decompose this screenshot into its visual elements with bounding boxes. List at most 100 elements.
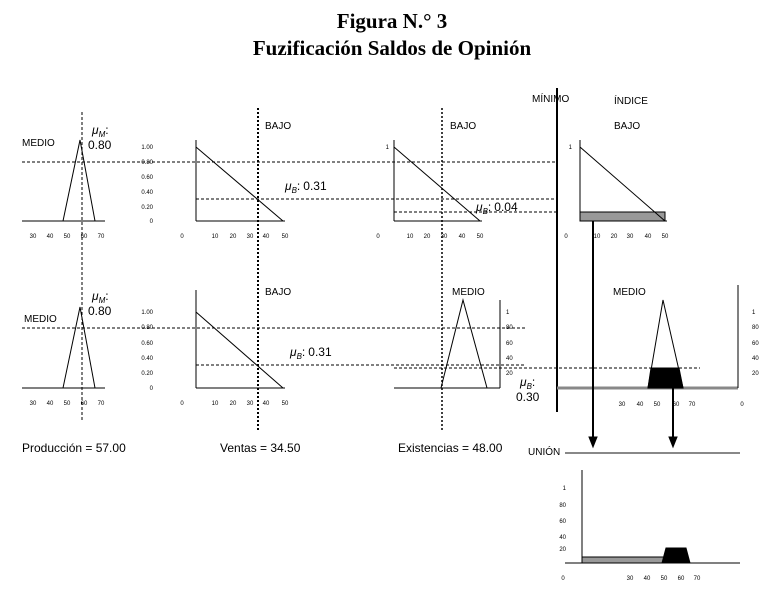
membership-label: μB: 0.04	[475, 200, 518, 216]
set-label: MEDIO	[452, 287, 485, 298]
union-label: UNIÓN	[528, 445, 560, 458]
x-tick-label: 30	[619, 402, 626, 408]
x-tick-label: 30	[247, 234, 254, 240]
y-tick-label: 0.20	[141, 205, 153, 211]
y-tick-label: 1	[386, 145, 390, 151]
set-label: MEDIO	[22, 138, 55, 149]
x-tick-label: 60	[678, 576, 685, 582]
x-tick-label: 0	[740, 402, 744, 408]
mu-symbol: μ	[91, 123, 99, 137]
y-tick-label: 0	[150, 219, 154, 225]
y-tick-label: 1	[752, 310, 756, 316]
mu-value: 0.30	[516, 390, 540, 404]
mu-value: 0.31	[303, 179, 327, 193]
triangle-medio	[62, 139, 96, 222]
set-label: BAJO	[265, 287, 291, 298]
input-value: Ventas = 34.50	[220, 441, 301, 455]
set-label: BAJO	[450, 121, 476, 132]
mu-value: 0.80	[88, 138, 112, 152]
x-tick-label: 20	[230, 401, 237, 407]
y-tick-label: 60	[752, 341, 759, 347]
x-tick-label: 0	[180, 234, 184, 240]
mu-separator: :	[488, 200, 491, 214]
set-label: MEDIO	[613, 287, 646, 298]
x-tick-label: 0	[376, 234, 380, 240]
x-tick-label: 50	[661, 576, 668, 582]
y-tick-label: 40	[559, 535, 566, 541]
mu-subscript: M	[99, 296, 106, 305]
x-tick-label: 40	[263, 234, 270, 240]
x-tick-label: 40	[459, 234, 466, 240]
mu-value: 0.04	[494, 200, 518, 214]
x-tick-label: 40	[637, 402, 644, 408]
mu-separator: :	[297, 179, 300, 193]
clipped-area	[579, 211, 666, 222]
membership-label: μB: 0.31	[284, 179, 327, 195]
mu-symbol: μ	[519, 375, 527, 389]
set-label: BAJO	[614, 121, 640, 132]
mu-symbol: μ	[289, 345, 297, 359]
membership-label: μM: 0.80	[88, 289, 112, 318]
x-tick-label: 0	[180, 401, 184, 407]
mu-subscript: B	[292, 186, 298, 195]
x-tick-label: 70	[98, 234, 105, 240]
x-tick-label: 70	[98, 401, 105, 407]
mu-separator: :	[105, 123, 108, 137]
mu-symbol: μ	[91, 289, 99, 303]
x-tick-label: 50	[662, 234, 669, 240]
y-tick-label: 80	[506, 325, 513, 331]
x-tick-label: 10	[594, 234, 601, 240]
triangle-medio	[62, 306, 96, 389]
x-tick-label: 40	[644, 576, 651, 582]
x-tick-label: 10	[407, 234, 414, 240]
y-tick-label: 80	[752, 325, 759, 331]
x-tick-label: 20	[230, 234, 237, 240]
mu-subscript: B	[483, 207, 489, 216]
y-tick-label: 60	[506, 341, 513, 347]
y-tick-label: 0	[150, 386, 154, 392]
ramp-bajo	[579, 146, 666, 222]
x-tick-label: 50	[654, 402, 661, 408]
y-tick-label: 0.40	[141, 190, 153, 196]
membership-label: μM: 0.80	[88, 123, 112, 152]
mu-subscript: B	[527, 382, 533, 391]
arrow-head	[588, 436, 598, 449]
x-tick-label: 60	[673, 402, 680, 408]
figure-title: Figura N.° 3	[337, 9, 447, 33]
x-tick-label: 30	[627, 234, 634, 240]
mu-value: 0.80	[88, 304, 112, 318]
y-tick-label: 1.00	[141, 310, 153, 316]
y-tick-label: 40	[506, 356, 513, 362]
set-label: MEDIO	[24, 314, 57, 325]
header-indice: ÍNDICE	[614, 94, 648, 107]
x-tick-label: 0	[561, 576, 565, 582]
x-tick-label: 30	[30, 401, 37, 407]
y-tick-label: 0.80	[141, 160, 153, 166]
ramp-bajo	[393, 146, 481, 222]
y-tick-label: 0.40	[141, 356, 153, 362]
x-tick-label: 30	[30, 234, 37, 240]
input-value: Existencias = 48.00	[398, 441, 503, 455]
x-tick-label: 50	[282, 234, 289, 240]
x-tick-label: 30	[247, 401, 254, 407]
y-tick-label: 20	[506, 371, 513, 377]
input-value: Producción = 57.00	[22, 441, 126, 455]
mu-subscript: M	[99, 130, 106, 139]
y-tick-label: 1	[506, 310, 510, 316]
mu-separator: :	[105, 289, 108, 303]
membership-label: μB: 0.30	[516, 375, 540, 404]
y-tick-label: 0.60	[141, 341, 153, 347]
y-tick-label: 0.80	[141, 325, 153, 331]
figure-subtitle: Fuzificación Saldos de Opinión	[253, 36, 532, 60]
y-tick-label: 0.60	[141, 175, 153, 181]
x-tick-label: 10	[212, 401, 219, 407]
ramp-bajo	[195, 146, 284, 222]
mu-value: 0.31	[308, 345, 332, 359]
x-tick-label: 40	[645, 234, 652, 240]
y-tick-label: 1.00	[141, 145, 153, 151]
x-tick-label: 0	[564, 234, 568, 240]
y-tick-label: 1	[569, 145, 573, 151]
x-tick-label: 50	[64, 234, 71, 240]
mu-symbol: μ	[284, 179, 292, 193]
header-minimo: MÍNIMO	[532, 92, 569, 105]
